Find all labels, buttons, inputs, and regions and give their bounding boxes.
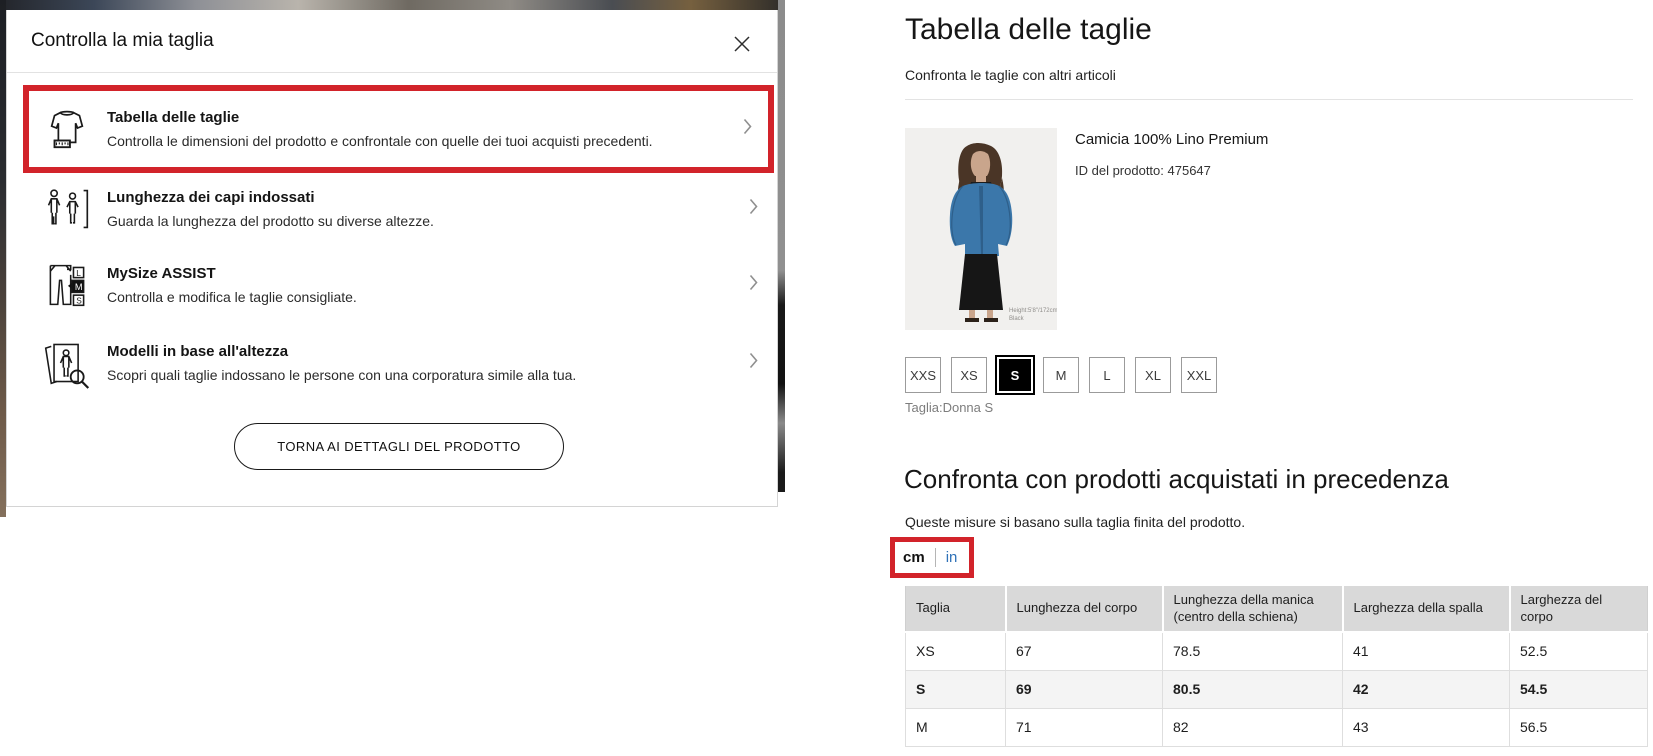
- cell: 42: [1342, 669, 1510, 709]
- two-figures-icon: [41, 184, 93, 234]
- product-name: Camicia 100% Lino Premium: [1075, 131, 1269, 148]
- unit-cm-toggle[interactable]: cm: [903, 549, 925, 566]
- menu-item-desc: Controlla le dimensioni del prodotto e c…: [107, 133, 653, 149]
- menu-item-title: MySize ASSIST: [107, 265, 216, 282]
- menu-item-title: Modelli in base all'altezza: [107, 343, 289, 360]
- size-chip-l[interactable]: L: [1089, 357, 1125, 393]
- photo-caption-height: Height:5'8"/172cm: [1009, 308, 1057, 314]
- cell: 52.5: [1509, 631, 1648, 671]
- size-chip-xs[interactable]: XS: [951, 357, 987, 393]
- col-header-lunghezza-manica: Lunghezza della manica (centro della sch…: [1161, 586, 1344, 633]
- col-header-lunghezza-corpo: Lunghezza del corpo: [1004, 586, 1164, 633]
- cell: 78.5: [1162, 631, 1343, 671]
- unit-in-toggle[interactable]: in: [945, 549, 958, 566]
- close-icon[interactable]: [729, 31, 755, 57]
- selected-size-note: Taglia:Donna S: [905, 400, 994, 415]
- cell: 67: [1005, 631, 1163, 671]
- product-photo: Height:5'8"/172cm Black: [905, 128, 1058, 330]
- menu-item-models-by-height[interactable]: Modelli in base all'altezza Scopri quali…: [23, 323, 774, 403]
- background-photo-sliver-bottom: [0, 507, 552, 517]
- menu-item-size-chart[interactable]: Tabella delle taglie Controlla le dimens…: [23, 85, 774, 173]
- height-models-icon: [41, 336, 93, 390]
- cell: M: [905, 707, 1006, 747]
- svg-text:M: M: [75, 282, 83, 292]
- modal-header-divider: [7, 72, 777, 73]
- cell: 54.5: [1509, 669, 1648, 709]
- compare-heading: Confronta con prodotti acquistati in pre…: [904, 464, 1449, 494]
- chevron-right-icon: [749, 198, 758, 220]
- chevron-right-icon: [749, 274, 758, 296]
- photo-caption-color: Black: [1009, 316, 1025, 322]
- unit-toggle-divider: [934, 548, 936, 567]
- size-chip-xl[interactable]: XL: [1135, 357, 1171, 393]
- cell: XS: [905, 631, 1006, 671]
- size-measurements-table: Taglia Lunghezza del corpo Lunghezza del…: [905, 586, 1648, 747]
- page-subtitle: Confronta le taglie con altri articoli: [905, 67, 1116, 83]
- size-chip-xxs[interactable]: XXS: [905, 357, 941, 393]
- menu-item-mysize-assist[interactable]: L M S MySize ASSIST Controlla e modifica…: [23, 248, 774, 322]
- cell: 43: [1342, 707, 1510, 747]
- page-title: Tabella delle taglie: [905, 13, 1152, 46]
- svg-text:L: L: [76, 268, 81, 278]
- menu-item-title: Lunghezza dei capi indossati: [107, 189, 315, 206]
- menu-item-garment-length[interactable]: Lunghezza dei capi indossati Guarda la l…: [23, 173, 774, 245]
- col-header-larghezza-corpo: Larghezza del corpo: [1508, 586, 1648, 633]
- col-header-taglia: Taglia: [905, 586, 1007, 633]
- cell: 56.5: [1509, 707, 1648, 747]
- cell: 82: [1162, 707, 1343, 747]
- menu-item-desc: Guarda la lunghezza del prodotto su dive…: [107, 213, 434, 229]
- tshirt-ruler-icon: [41, 106, 93, 152]
- col-header-larghezza-spalla: Larghezza della spalla: [1341, 586, 1511, 633]
- table-row-xs: XS 67 78.5 41 52.5: [905, 631, 1648, 671]
- background-photo-sliver-right: [778, 0, 785, 492]
- cell: 80.5: [1162, 669, 1343, 709]
- modal-title: Controlla la mia taglia: [31, 30, 214, 51]
- unit-toggle-highlight: cm in: [890, 537, 975, 578]
- cell: 41: [1342, 631, 1510, 671]
- chevron-right-icon: [749, 352, 758, 374]
- table-row-m: M 71 82 43 56.5: [905, 707, 1648, 747]
- svg-text:S: S: [76, 295, 82, 305]
- chevron-right-icon: [743, 118, 752, 140]
- cell: S: [905, 669, 1006, 709]
- back-to-product-button[interactable]: TORNA AI DETTAGLI DEL PRODOTTO: [234, 423, 564, 470]
- pants-sizes-icon: L M S: [41, 259, 93, 311]
- cell: 69: [1005, 669, 1163, 709]
- size-chip-xxl[interactable]: XXL: [1181, 357, 1217, 393]
- size-selector: XXS XS S M L XL XXL: [905, 355, 1217, 395]
- size-chart-panel: Tabella delle taglie Confronta le taglie…: [785, 0, 1653, 756]
- menu-item-desc: Scopri quali taglie indossano le persone…: [107, 367, 577, 383]
- menu-item-desc: Controlla e modifica le taglie consiglia…: [107, 289, 357, 305]
- background-photo-sliver-left: [0, 0, 6, 517]
- size-chip-s-selected[interactable]: S: [995, 355, 1035, 395]
- product-id: ID del prodotto: 475647: [1075, 163, 1211, 178]
- cell: 71: [1005, 707, 1163, 747]
- compare-note: Queste misure si basano sulla taglia fin…: [905, 514, 1246, 530]
- menu-item-title: Tabella delle taglie: [107, 109, 240, 126]
- size-check-modal: Controlla la mia taglia Tabella delle ta…: [6, 10, 778, 507]
- table-header-row: Taglia Lunghezza del corpo Lunghezza del…: [905, 586, 1648, 633]
- table-row-s-selected: S 69 80.5 42 54.5: [905, 669, 1648, 709]
- background-photo-sliver-top: [0, 0, 785, 10]
- divider: [905, 99, 1633, 100]
- size-chip-m[interactable]: M: [1043, 357, 1079, 393]
